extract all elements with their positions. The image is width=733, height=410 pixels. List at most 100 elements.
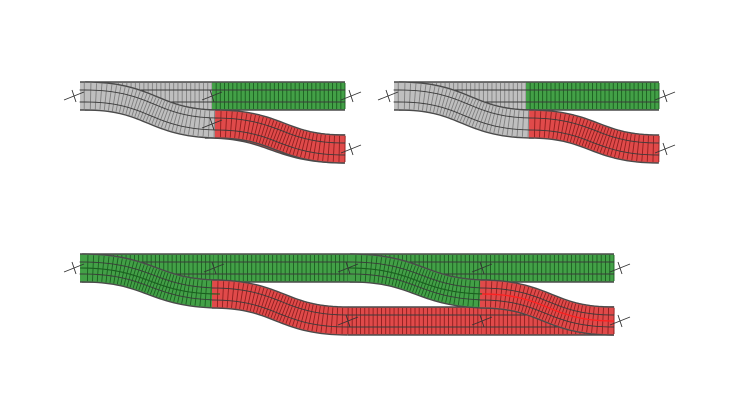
sleeper	[147, 268, 157, 294]
sleeper	[610, 130, 619, 157]
sleeper	[303, 303, 311, 330]
joint-marker	[654, 89, 676, 103]
turnout-right	[377, 81, 676, 164]
sleeper	[145, 97, 157, 122]
sleeper	[246, 284, 253, 311]
sleeper	[584, 122, 595, 148]
joint-marker	[337, 261, 359, 275]
sleeper	[497, 108, 504, 134]
turnout-left	[63, 81, 362, 164]
sleeper	[320, 306, 325, 333]
joint-marker	[203, 261, 225, 275]
sleeper	[267, 121, 278, 147]
track-edge	[82, 253, 223, 281]
sleeper	[552, 112, 557, 139]
sleeper	[581, 121, 592, 147]
sleeper	[308, 133, 315, 159]
sleeper	[433, 86, 440, 113]
sleeper	[157, 101, 168, 127]
sleeper	[285, 128, 296, 153]
sleeper	[292, 129, 302, 156]
sleeper	[175, 106, 183, 133]
sleeper	[164, 103, 174, 129]
sleeper	[563, 114, 570, 141]
sleeper	[543, 111, 547, 138]
sleeper	[442, 90, 452, 116]
sleeper	[139, 94, 151, 120]
sleeper	[202, 110, 206, 137]
sleeper	[422, 84, 427, 111]
sleeper	[226, 281, 230, 308]
sleeper	[474, 102, 485, 128]
sleeper	[424, 271, 434, 297]
sleeper	[234, 112, 238, 138]
sleeper	[235, 282, 240, 309]
sleeper	[154, 100, 166, 126]
rail-right	[398, 101, 535, 131]
sleeper	[270, 293, 281, 319]
track-edge	[84, 109, 220, 139]
sleeper	[132, 263, 142, 289]
sleeper	[276, 124, 287, 150]
joint-marker	[609, 314, 631, 328]
sleeper	[156, 271, 166, 297]
switch-curve	[398, 81, 535, 139]
sleeper	[219, 111, 222, 138]
sleeper	[322, 135, 326, 161]
sleeper	[242, 113, 248, 140]
sleeper	[307, 304, 314, 331]
straight-track	[211, 81, 346, 111]
sleeper	[539, 111, 542, 138]
track-edge	[215, 109, 346, 136]
sleeper	[641, 135, 645, 162]
sleeper	[445, 91, 455, 117]
track-edge	[212, 279, 349, 308]
sleeper	[315, 305, 321, 332]
sleeper	[471, 101, 482, 127]
sleeper	[646, 135, 649, 162]
sleepers	[89, 83, 221, 138]
sleeper	[556, 113, 562, 140]
sleeper	[606, 129, 616, 156]
sleeper	[141, 266, 151, 292]
sleeper	[273, 294, 284, 320]
sleepers	[216, 281, 349, 335]
track-edge	[349, 281, 490, 309]
sleeper	[575, 119, 585, 144]
active-route	[79, 267, 221, 295]
upper-track	[213, 253, 349, 283]
sleeper	[273, 123, 284, 149]
sleeper	[412, 267, 422, 293]
rail-left	[81, 261, 223, 289]
sleeper	[282, 126, 293, 152]
track-bed	[214, 110, 346, 163]
sleeper	[89, 83, 92, 110]
sleeper	[533, 111, 536, 138]
sleeper	[258, 288, 268, 314]
sleeper	[221, 281, 225, 308]
sleeper	[572, 117, 582, 144]
sleeper	[231, 281, 235, 308]
sleeper	[406, 265, 416, 291]
sleeper	[429, 86, 436, 112]
straight-track	[525, 81, 660, 111]
sleeper	[137, 93, 148, 119]
track-edge	[529, 109, 660, 136]
sleeper	[148, 98, 160, 123]
track-edge	[398, 109, 534, 139]
sleeper	[296, 130, 305, 157]
sleeper	[258, 117, 268, 144]
rail-right	[214, 129, 346, 156]
sleeper	[207, 110, 211, 137]
track-edge	[399, 81, 535, 111]
sleeper	[335, 307, 339, 334]
sleeper	[408, 83, 412, 110]
sleeper	[279, 296, 290, 322]
sleeper	[225, 111, 228, 138]
sleeper	[166, 274, 175, 300]
sleeper	[330, 307, 334, 334]
joint-marker	[340, 142, 362, 156]
sleeper	[325, 307, 329, 334]
rail-left	[398, 89, 535, 119]
sleeper	[252, 286, 261, 313]
